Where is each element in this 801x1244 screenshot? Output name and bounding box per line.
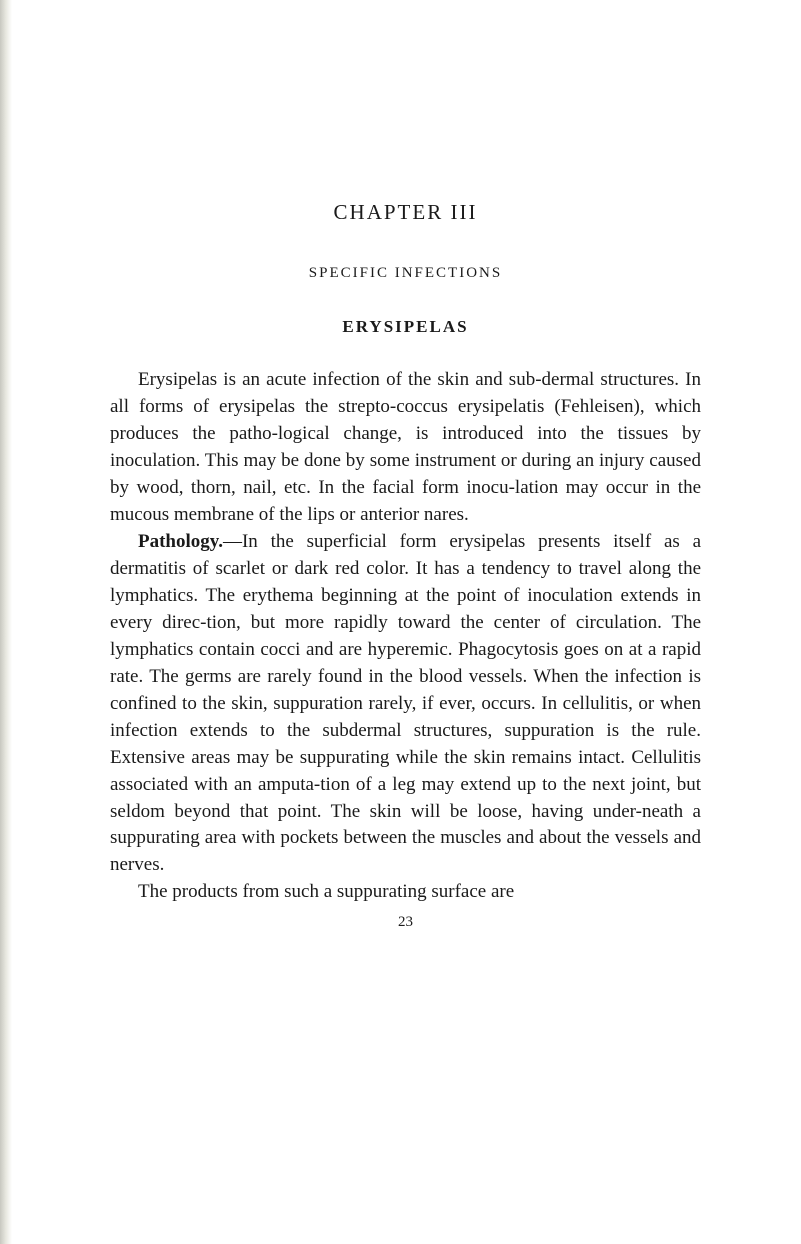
scan-edge-shadow [0, 0, 12, 1244]
paragraph-1: Erysipelas is an acute infection of the … [110, 367, 701, 529]
section-heading: ERYSIPELAS [110, 317, 701, 337]
page-number: 23 [110, 914, 701, 931]
paragraph-3: The products from such a suppurating sur… [110, 879, 701, 906]
paragraph-2-body: —In the superficial form erysipelas pres… [110, 531, 701, 876]
chapter-heading: CHAPTER III [110, 200, 701, 225]
paragraph-2-runin: Pathology. [138, 531, 223, 552]
paragraph-2: Pathology.—In the superficial form erysi… [110, 529, 701, 880]
chapter-subheading: SPECIFIC INFECTIONS [110, 265, 701, 282]
